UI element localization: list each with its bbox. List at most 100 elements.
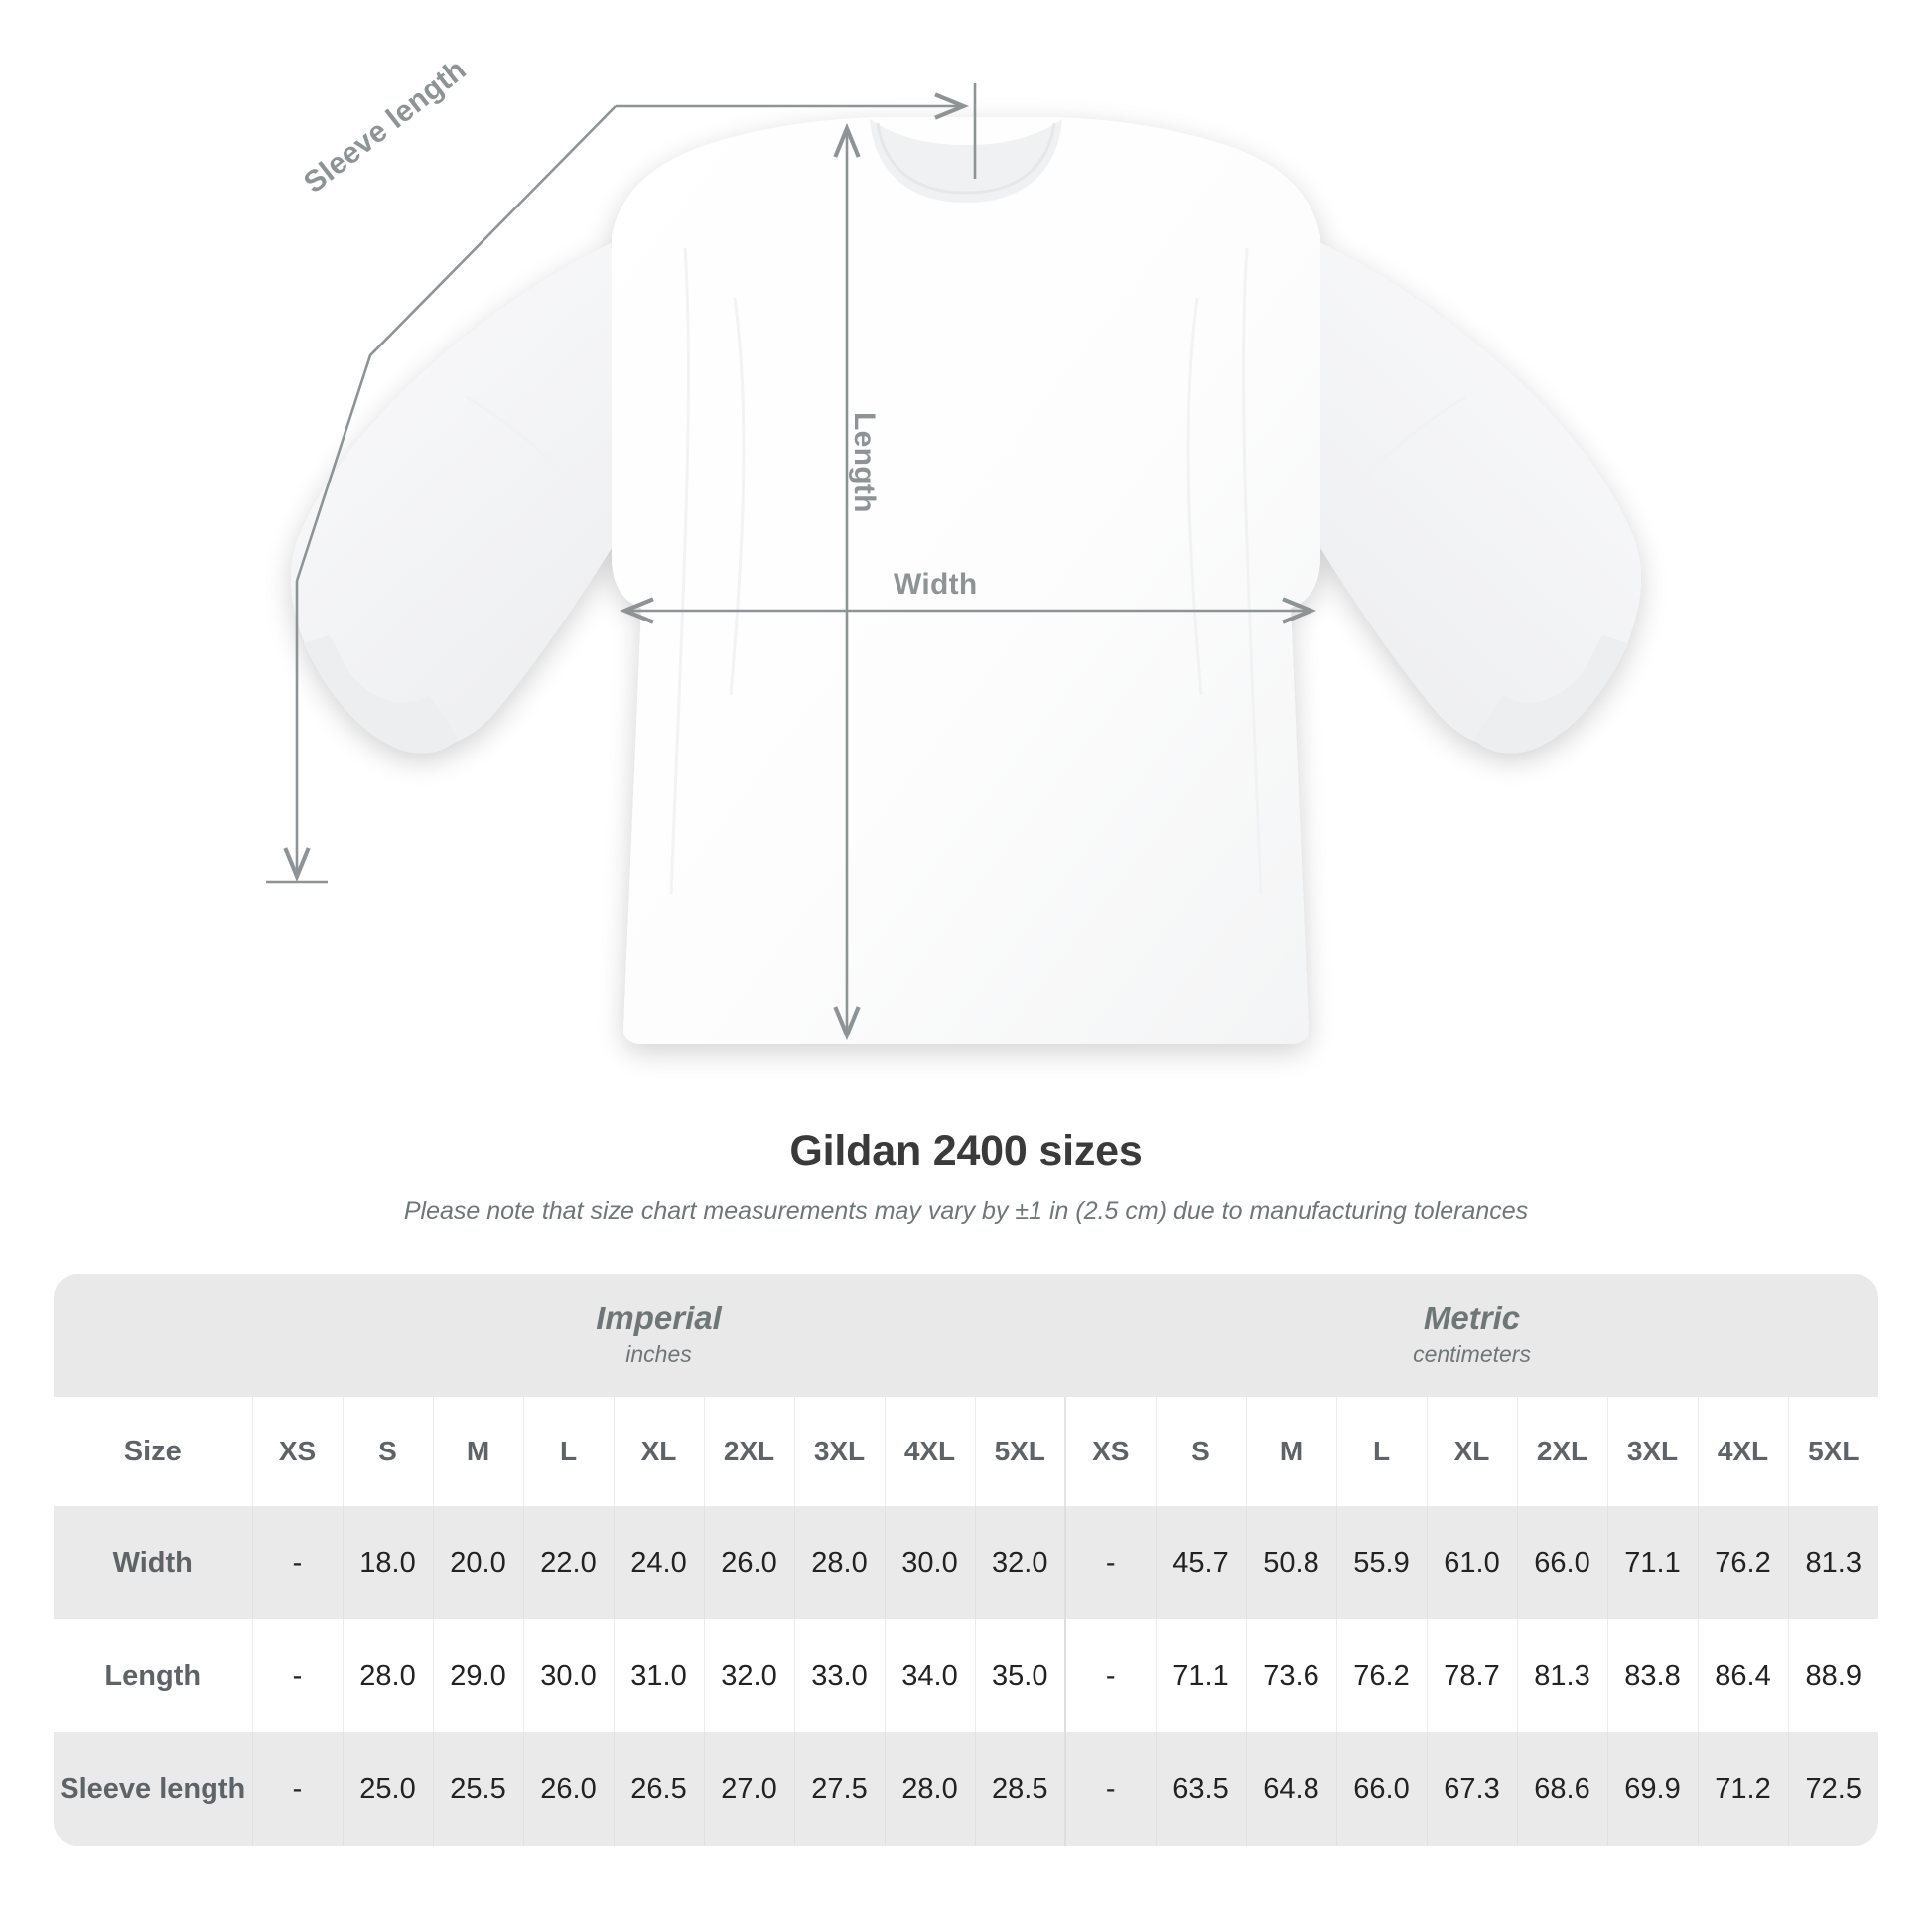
cell-width-metric-xs: -: [1065, 1506, 1157, 1619]
cell-width-metric-3xl: 71.1: [1607, 1506, 1699, 1619]
table-row: Length - 28.0 29.0 30.0 31.0 32.0 33.0 3…: [54, 1619, 1879, 1732]
cell-sleeve-imperial-xs: -: [252, 1732, 344, 1846]
size-col-metric-xs: XS: [1065, 1397, 1157, 1506]
shirt-shape: [291, 117, 1641, 1044]
cell-sleeve-metric-xl: 67.3: [1427, 1732, 1518, 1846]
tolerance-note: Please note that size chart measurements…: [403, 1197, 1529, 1225]
size-col-imperial-2xl: 2XL: [704, 1397, 795, 1506]
size-col-imperial-4xl: 4XL: [885, 1397, 976, 1506]
row-label-length: Length: [54, 1619, 253, 1732]
cell-sleeve-imperial-5xl: 28.5: [975, 1732, 1066, 1846]
cell-length-imperial-4xl: 34.0: [885, 1619, 976, 1732]
cell-length-imperial-xs: -: [252, 1619, 344, 1732]
cell-sleeve-imperial-xl: 26.5: [614, 1732, 705, 1846]
cell-sleeve-imperial-s: 25.0: [343, 1732, 434, 1846]
cell-sleeve-metric-l: 66.0: [1336, 1732, 1428, 1846]
size-col-metric-2xl: 2XL: [1517, 1397, 1608, 1506]
row-label-width: Width: [54, 1506, 253, 1619]
unit-group-imperial-name: Imperial: [596, 1299, 722, 1336]
cell-length-imperial-m: 29.0: [433, 1619, 524, 1732]
row-label-sleeve-length: Sleeve length: [54, 1732, 253, 1846]
cell-length-metric-xl: 78.7: [1427, 1619, 1518, 1732]
cell-width-imperial-m: 20.0: [433, 1506, 524, 1619]
collar-seam: [876, 122, 1056, 195]
size-col-metric-s: S: [1156, 1397, 1247, 1506]
unit-group-metric: Metric centimeters: [1065, 1274, 1878, 1397]
cell-width-imperial-s: 18.0: [343, 1506, 434, 1619]
size-col-imperial-m: M: [433, 1397, 524, 1506]
cell-sleeve-metric-4xl: 71.2: [1698, 1732, 1789, 1846]
cell-length-metric-l: 76.2: [1336, 1619, 1428, 1732]
size-col-metric-xl: XL: [1427, 1397, 1518, 1506]
size-col-metric-3xl: 3XL: [1607, 1397, 1699, 1506]
cell-length-metric-4xl: 86.4: [1698, 1619, 1789, 1732]
unit-group-imperial-sub: inches: [625, 1340, 692, 1367]
cell-width-imperial-4xl: 30.0: [885, 1506, 976, 1619]
cell-width-metric-xl: 61.0: [1427, 1506, 1518, 1619]
cell-width-metric-4xl: 76.2: [1698, 1506, 1789, 1619]
cell-sleeve-metric-2xl: 68.6: [1517, 1732, 1608, 1846]
size-col-imperial-xl: XL: [614, 1397, 705, 1506]
size-col-imperial-s: S: [343, 1397, 434, 1506]
page-title: Gildan 2400 sizes: [789, 1127, 1143, 1174]
cell-width-imperial-xl: 24.0: [614, 1506, 705, 1619]
cell-length-imperial-3xl: 33.0: [794, 1619, 886, 1732]
cell-width-metric-s: 45.7: [1156, 1506, 1247, 1619]
size-col-metric-m: M: [1246, 1397, 1337, 1506]
cell-sleeve-metric-m: 64.8: [1246, 1732, 1337, 1846]
cell-width-metric-m: 50.8: [1246, 1506, 1337, 1619]
size-col-imperial-3xl: 3XL: [794, 1397, 886, 1506]
cell-width-imperial-l: 22.0: [523, 1506, 615, 1619]
right-sleeve: [1297, 234, 1641, 748]
cell-width-metric-2xl: 66.0: [1517, 1506, 1608, 1619]
size-col-metric-5xl: 5XL: [1808, 1436, 1860, 1466]
cell-length-imperial-s: 28.0: [343, 1619, 434, 1732]
cell-width-imperial-5xl: 32.0: [975, 1506, 1066, 1619]
table-row: Sleeve length - 25.0 25.5 26.0 26.5 27.0…: [54, 1732, 1879, 1846]
unit-header-spacer: [54, 1274, 252, 1397]
cell-sleeve-metric-s: 63.5: [1156, 1732, 1247, 1846]
unit-group-metric-name: Metric: [1423, 1299, 1521, 1336]
cell-sleeve-metric-3xl: 69.9: [1607, 1732, 1699, 1846]
cell-length-metric-5xl: 88.9: [1805, 1659, 1862, 1692]
cell-length-imperial-2xl: 32.0: [704, 1619, 795, 1732]
cell-length-imperial-l: 30.0: [523, 1619, 615, 1732]
garment-svg: [266, 83, 1641, 1044]
garment-illustration: Sleeve length Length Width: [266, 54, 1641, 1044]
title-block: Gildan 2400 sizes Please note that size …: [0, 1127, 1932, 1226]
cell-sleeve-imperial-l: 26.0: [523, 1732, 615, 1846]
left-cuff: [304, 635, 459, 754]
cell-width-imperial-xs: -: [252, 1506, 344, 1619]
size-col-imperial-5xl: 5XL: [975, 1397, 1066, 1506]
width-label: Width: [894, 568, 978, 601]
unit-header-row: Imperial inches Metric centimeters: [54, 1274, 1879, 1397]
cell-width-imperial-3xl: 28.0: [794, 1506, 886, 1619]
size-header-label: Size: [54, 1397, 253, 1506]
cell-sleeve-imperial-3xl: 27.5: [794, 1732, 886, 1846]
fabric-folds: [466, 247, 1466, 895]
size-col-imperial-xs: XS: [252, 1397, 344, 1506]
cell-length-metric-3xl: 83.8: [1607, 1619, 1699, 1732]
sleeve-dimension-line: [266, 83, 977, 884]
cell-width-metric-5xl: 81.3: [1805, 1546, 1862, 1579]
cell-length-metric-xs: -: [1065, 1619, 1157, 1732]
cell-sleeve-imperial-4xl: 28.0: [885, 1732, 976, 1846]
left-sleeve: [291, 234, 635, 748]
cell-length-imperial-5xl: 35.0: [975, 1619, 1066, 1732]
length-label: Length: [848, 412, 881, 513]
right-cuff: [1473, 635, 1628, 754]
table-row: Width - 18.0 20.0 22.0 24.0 26.0 28.0 30…: [54, 1506, 1879, 1619]
size-col-imperial-l: L: [523, 1397, 615, 1506]
shirt-body: [612, 117, 1320, 1044]
cell-sleeve-metric-xs: -: [1065, 1732, 1157, 1846]
cell-sleeve-imperial-m: 25.5: [433, 1732, 524, 1846]
cell-sleeve-metric-5xl: 72.5: [1805, 1772, 1862, 1805]
size-table-container: Imperial inches Metric centimeters Size …: [54, 1274, 1879, 1846]
size-header-row: Size XS S M L XL 2XL 3XL 4XL 5XL XS S M …: [54, 1397, 1879, 1506]
cell-length-metric-m: 73.6: [1246, 1619, 1337, 1732]
cell-width-imperial-2xl: 26.0: [704, 1506, 795, 1619]
size-table: Imperial inches Metric centimeters Size …: [54, 1274, 1879, 1846]
cell-width-metric-l: 55.9: [1336, 1506, 1428, 1619]
size-col-metric-l: L: [1336, 1397, 1428, 1506]
